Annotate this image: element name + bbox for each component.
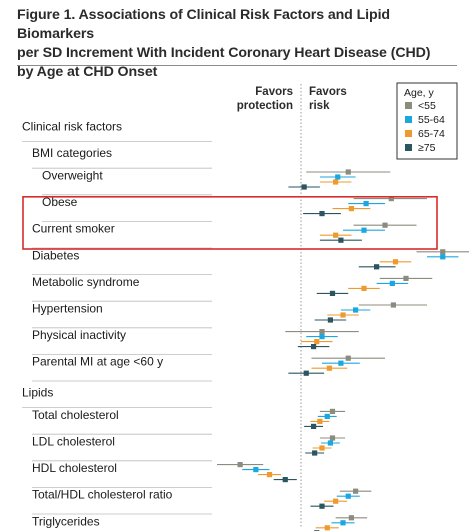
header-favors-protection-line-1: Favors: [255, 86, 293, 98]
header-favors-protection-line-2: protection: [237, 100, 293, 112]
estimate-parental-mi-at-age-60-y-55: [345, 355, 351, 361]
estimate-ldl-cholesterol-75: [312, 450, 318, 456]
legend-label-75: ≥75: [418, 142, 436, 154]
estimate-current-smoker-65-74: [333, 232, 339, 238]
estimate-hdl-cholesterol-55-64: [253, 467, 259, 473]
estimate-parental-mi-at-age-60-y-55-64: [338, 360, 344, 366]
row-label-hypertension: Hypertension: [32, 302, 103, 316]
estimate-obese-55-64: [363, 201, 369, 207]
row-label-obese: Obese: [42, 195, 78, 209]
row-label-bmi-categories: BMI categories: [32, 146, 112, 160]
row-label-current-smoker: Current smoker: [32, 222, 115, 236]
estimate-overweight-75: [301, 184, 307, 190]
estimate-physical-inactivity-55-64: [319, 334, 325, 340]
estimate-ldl-cholesterol-55-64: [327, 440, 333, 446]
figure-title-line-1: Figure 1. Associations of Clinical Risk …: [17, 7, 390, 42]
row-label-clinical-risk-factors: Clinical risk factors: [22, 119, 122, 133]
legend-swatch-55-64: [405, 116, 412, 123]
estimate-obese-55: [388, 196, 394, 202]
estimate-parental-mi-at-age-60-y-75: [303, 370, 309, 376]
legend-label-55-64: 55-64: [418, 114, 445, 126]
estimate-current-smoker-55: [382, 222, 388, 228]
estimate-current-smoker-55-64: [361, 227, 367, 233]
title-rule: [17, 65, 457, 66]
estimate-hypertension-55: [390, 302, 396, 308]
row-label-physical-inactivity: Physical inactivity: [32, 328, 126, 342]
row-label-total-hdl-cholesterol-ratio: Total/HDL cholesterol ratio: [32, 488, 173, 502]
estimate-parental-mi-at-age-60-y-65-74: [326, 365, 332, 371]
estimate-overweight-65-74: [333, 179, 339, 185]
estimate-total-cholesterol-75: [311, 423, 317, 429]
estimate-total-hdl-cholesterol-ratio-55: [353, 488, 359, 494]
legend-swatch-55: [405, 102, 412, 109]
estimate-total-hdl-cholesterol-ratio-65-74: [333, 498, 339, 504]
estimate-diabetes-55-64: [440, 254, 446, 260]
estimate-diabetes-65-74: [392, 259, 399, 265]
estimate-hdl-cholesterol-75: [282, 477, 288, 483]
legend-title: Age, y: [404, 87, 435, 99]
estimate-triglycerides-65-74: [324, 525, 330, 531]
row-label-hdl-cholesterol: HDL cholesterol: [32, 461, 117, 475]
highlight-box: [22, 196, 438, 250]
estimate-metabolic-syndrome-75: [329, 290, 336, 296]
estimate-diabetes-55: [440, 249, 446, 255]
estimate-hypertension-65-74: [340, 312, 346, 318]
estimate-physical-inactivity-75: [311, 344, 317, 350]
figure-title-line-3: by Age at CHD Onset: [17, 64, 158, 80]
estimate-obese-65-74: [348, 206, 354, 212]
legend-label-55: <55: [418, 100, 436, 112]
estimate-metabolic-syndrome-65-74: [361, 285, 367, 291]
estimate-metabolic-syndrome-55-64: [389, 280, 395, 286]
estimate-total-cholesterol-65-74: [317, 418, 323, 424]
row-label-triglycerides: Triglycerides: [32, 514, 100, 528]
figure-title-line-2: per SD Increment With Incident Coronary …: [17, 45, 431, 61]
row-label-overweight: Overweight: [42, 169, 103, 183]
legend: Age, y <55 55-64 65-74 ≥75: [396, 82, 458, 160]
row-label-lipids: Lipids: [22, 385, 53, 399]
header-favors-risk-line-1: Favors: [309, 86, 347, 98]
estimate-physical-inactivity-55: [319, 329, 325, 335]
row-label-metabolic-syndrome: Metabolic syndrome: [32, 275, 140, 289]
row-label-parental-mi-at-age-60-y: Parental MI at age <60 y: [32, 355, 163, 369]
estimate-total-cholesterol-55: [329, 408, 336, 414]
estimate-current-smoker-75: [338, 237, 344, 243]
estimate-metabolic-syndrome-55: [403, 275, 409, 281]
figure-title: Figure 1. Associations of Clinical Risk …: [17, 6, 457, 82]
estimate-hypertension-75: [327, 317, 333, 323]
row-label-ldl-cholesterol: LDL cholesterol: [32, 435, 115, 449]
legend-label-65-74: 65-74: [418, 128, 445, 140]
estimate-triglycerides-55-64: [340, 520, 346, 526]
row-label-total-cholesterol: Total cholesterol: [32, 408, 119, 422]
estimate-diabetes-75: [374, 264, 380, 270]
estimate-overweight-55-64: [335, 174, 341, 180]
header-favors-risk-line-2: risk: [309, 100, 330, 112]
estimate-total-cholesterol-55-64: [324, 413, 330, 419]
estimate-hdl-cholesterol-55: [237, 462, 243, 468]
estimate-total-hdl-cholesterol-ratio-55-64: [345, 493, 351, 499]
estimate-triglycerides-55: [348, 515, 354, 521]
estimate-obese-75: [319, 211, 325, 217]
estimate-total-hdl-cholesterol-ratio-75: [319, 503, 325, 509]
legend-swatch-75: [405, 144, 412, 151]
estimate-hypertension-55-64: [353, 307, 359, 313]
estimate-physical-inactivity-65-74: [314, 339, 320, 345]
estimate-ldl-cholesterol-65-74: [319, 445, 325, 451]
estimate-overweight-55: [345, 169, 351, 175]
estimate-ldl-cholesterol-55: [329, 435, 336, 441]
legend-swatch-65-74: [405, 130, 412, 137]
row-label-diabetes: Diabetes: [32, 248, 79, 262]
estimate-hdl-cholesterol-65-74: [266, 472, 273, 478]
